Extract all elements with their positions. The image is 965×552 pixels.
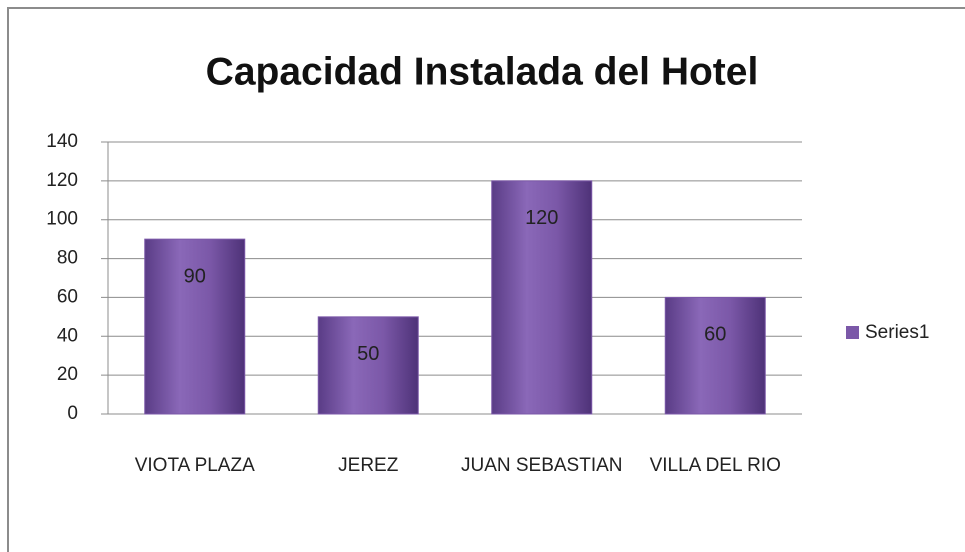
data-label: 50 xyxy=(357,343,379,365)
data-label: 90 xyxy=(184,265,206,287)
y-tick-label: 0 xyxy=(67,403,78,424)
y-tick-label: 20 xyxy=(57,364,78,385)
data-label: 120 xyxy=(525,207,558,229)
legend-label: Series1 xyxy=(865,322,929,343)
y-tick-label: 140 xyxy=(46,131,78,152)
chart-title: Capacidad Instalada del Hotel xyxy=(206,50,759,93)
data-label: 60 xyxy=(704,324,726,346)
x-tick-label: JUAN SEBASTIAN xyxy=(461,455,623,476)
x-tick-label: JEREZ xyxy=(338,455,399,476)
y-tick-label: 100 xyxy=(46,209,78,230)
bar xyxy=(144,238,246,415)
y-tick-label: 60 xyxy=(57,286,78,307)
legend-swatch xyxy=(846,326,859,339)
bar xyxy=(664,296,766,415)
y-tick-label: 40 xyxy=(57,325,78,346)
x-tick-label: VILLA DEL RIO xyxy=(650,455,781,476)
bar xyxy=(491,180,593,415)
y-tick-label: 80 xyxy=(57,248,78,269)
y-tick-label: 120 xyxy=(46,170,78,191)
x-tick-label: VIOTA PLAZA xyxy=(135,455,255,476)
bar xyxy=(317,316,419,415)
